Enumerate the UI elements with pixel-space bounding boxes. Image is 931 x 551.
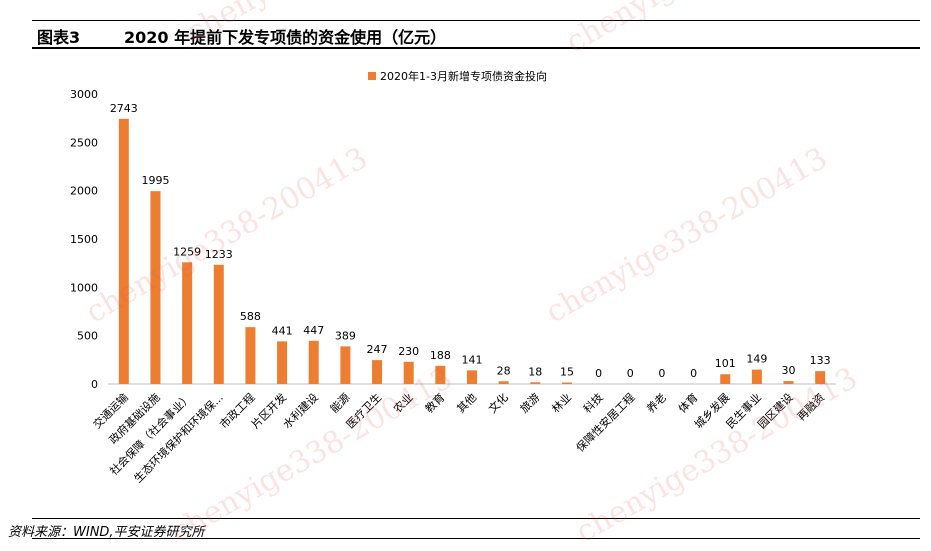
- bar: [118, 118, 129, 385]
- data-label: 588: [240, 310, 261, 323]
- bar: [340, 346, 351, 384]
- x-tick-label: 医疗卫生: [343, 390, 384, 431]
- data-label: 2743: [110, 102, 138, 115]
- x-tick-label: 再融资: [795, 391, 828, 424]
- data-label: 389: [335, 329, 356, 342]
- x-tick-label: 园区建设: [755, 390, 796, 431]
- bar: [245, 327, 256, 384]
- x-tick-label: 其他: [454, 391, 479, 416]
- data-label: 0: [627, 367, 634, 380]
- data-label: 18: [528, 365, 542, 378]
- data-label: 15: [560, 366, 574, 379]
- y-axis: 0 500 1000 1500 2000 2500 3000: [70, 88, 98, 391]
- bar: [435, 365, 446, 384]
- data-label: 247: [367, 343, 388, 356]
- bar: [783, 381, 794, 384]
- bars: [118, 118, 826, 385]
- x-tick-label: 养老: [644, 390, 669, 415]
- bar: [561, 382, 572, 384]
- y-tick-label: 0: [91, 378, 98, 391]
- legend-label: 2020年1-3月新增专项债资金投向: [380, 69, 547, 83]
- chart-legend: 2020年1-3月新增专项债资金投向: [368, 69, 547, 83]
- x-tick-label: 体育: [675, 390, 700, 415]
- data-label: 0: [595, 367, 602, 380]
- y-tick-label: 2500: [70, 136, 98, 149]
- legend-swatch: [368, 72, 376, 80]
- data-label: 1259: [173, 245, 201, 258]
- x-axis-labels: 交通运输政府基础设施社会保障（社会事业）生态环境保护和环境保...市政工程片区开…: [90, 390, 827, 485]
- data-labels: 2743 1995 1259 1233 588 441 447 389 247 230 188 141…: [110, 102, 831, 380]
- data-label: 133: [810, 354, 831, 367]
- y-tick-label: 3000: [70, 88, 98, 101]
- data-label: 1233: [205, 248, 233, 261]
- y-tick-label: 2000: [70, 185, 98, 198]
- bar: [815, 371, 826, 384]
- figure-label: 图表3: [37, 28, 81, 47]
- data-label: 141: [462, 353, 483, 366]
- x-tick-label: 能源: [327, 390, 352, 415]
- bar-chart: 2020年1-3月新增专项债资金投向 050010001500200025003…: [70, 69, 836, 485]
- data-label: 30: [782, 364, 796, 377]
- bar: [720, 374, 731, 384]
- x-tick-label: 旅游: [517, 390, 542, 415]
- x-tick-label: 水利建设: [280, 390, 321, 431]
- bar: [213, 264, 224, 384]
- bar: [182, 262, 193, 384]
- data-label: 0: [690, 367, 697, 380]
- bar: [530, 382, 541, 384]
- data-label: 0: [658, 367, 665, 380]
- x-tick-label: 科技: [580, 390, 605, 415]
- x-tick-label: 文化: [485, 390, 510, 415]
- footer-rule: [32, 538, 920, 539]
- title-rule: [32, 47, 920, 49]
- bar: [150, 191, 161, 384]
- bar: [751, 369, 762, 384]
- data-label: 101: [715, 357, 736, 370]
- y-tick-label: 1000: [70, 281, 98, 294]
- x-tick-label: 林业: [549, 390, 574, 415]
- data-label: 188: [430, 349, 451, 362]
- bar: [403, 361, 414, 384]
- bar: [372, 360, 383, 384]
- x-tick-label: 教育: [422, 390, 447, 415]
- data-label: 441: [272, 324, 293, 337]
- bottom-rule: [32, 518, 920, 519]
- data-label: 149: [746, 353, 767, 366]
- top-rule: [32, 20, 920, 21]
- data-label: 1995: [141, 174, 169, 187]
- data-label: 230: [398, 345, 419, 358]
- bar: [308, 340, 319, 384]
- y-tick-label: 1500: [70, 233, 98, 246]
- data-label: 28: [497, 364, 511, 377]
- data-label: 447: [303, 324, 324, 337]
- source-note: 资料来源：WIND,平安证券研究所: [8, 525, 205, 540]
- figure-title: 2020 年提前下发专项债的资金使用（亿元）: [124, 28, 447, 47]
- x-tick-label: 农业: [390, 390, 415, 415]
- bar: [498, 381, 509, 384]
- bar: [467, 370, 477, 384]
- y-tick-label: 500: [77, 330, 98, 343]
- bar: [277, 341, 288, 384]
